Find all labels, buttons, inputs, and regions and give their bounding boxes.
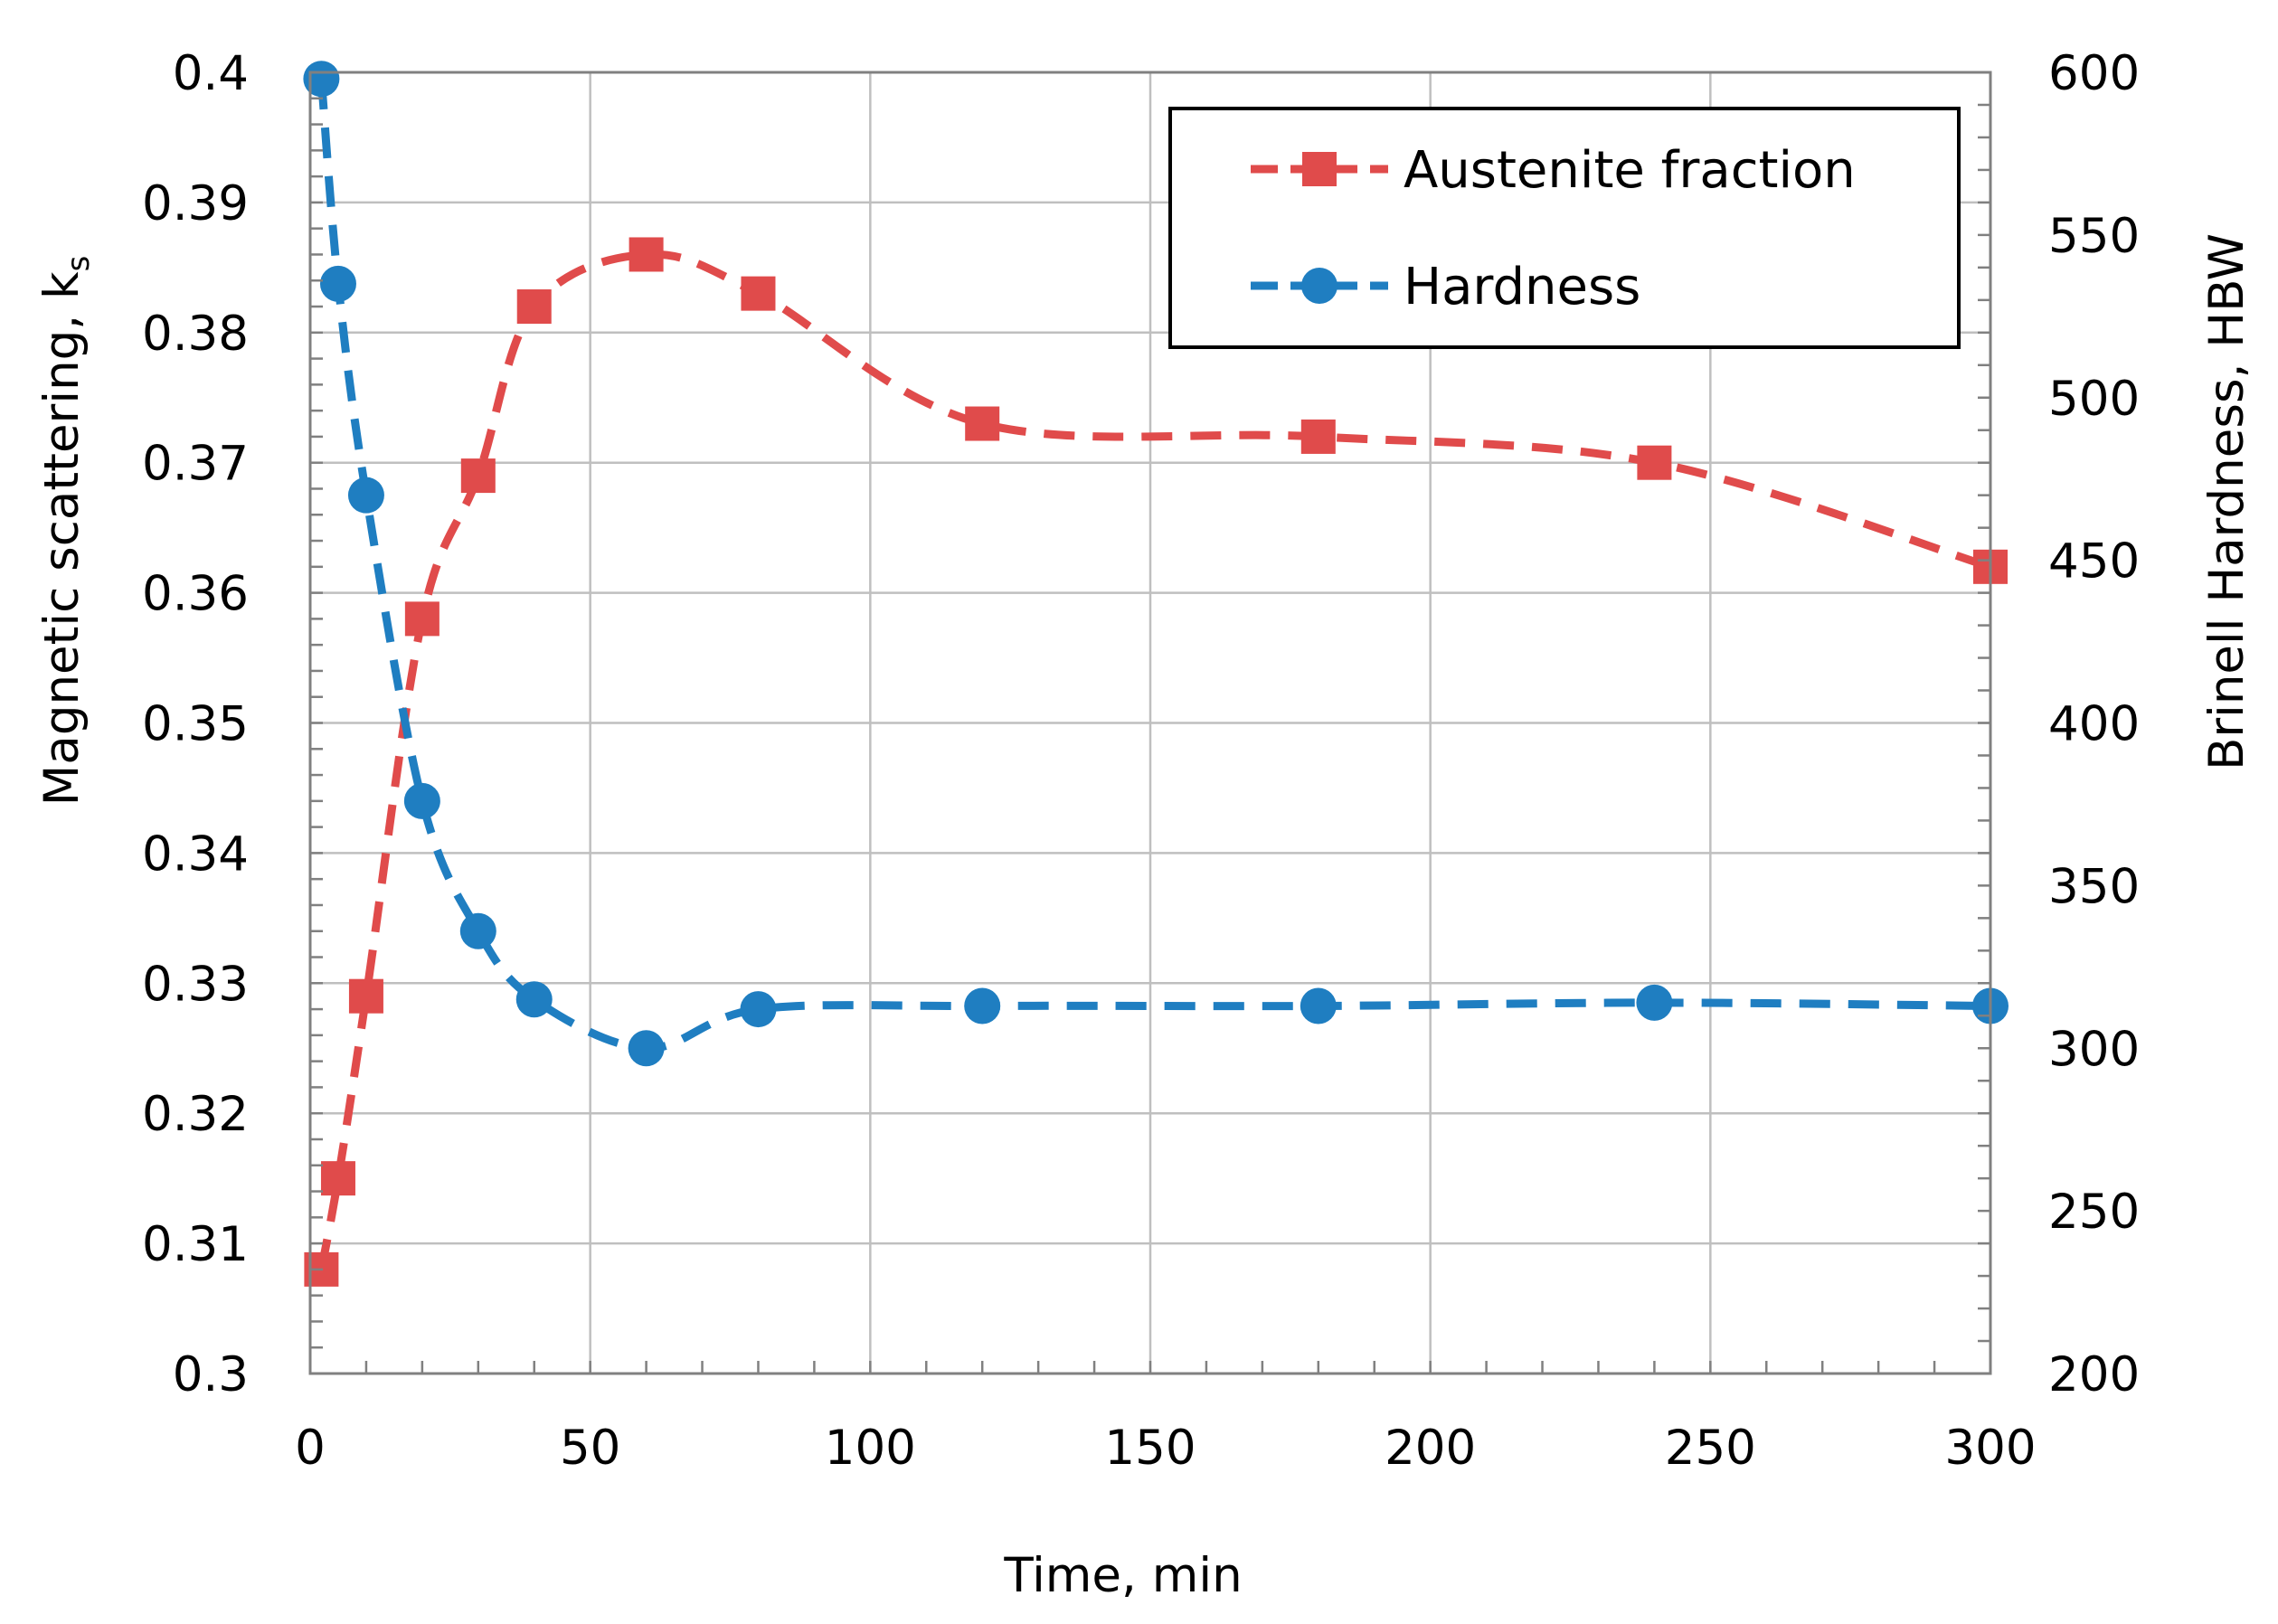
data-point-hardness: [303, 61, 340, 98]
series-line-austenite-fraction: [317, 250, 1992, 1270]
x-axis-title: Time, min: [1003, 1548, 1242, 1603]
y2-tick-label: 250: [2048, 1185, 2140, 1240]
x-tick-label: 0: [295, 1421, 326, 1476]
data-point-austenite-fraction: [1637, 445, 1672, 480]
data-point-austenite-fraction: [320, 1161, 355, 1196]
legend-marker-hardness: [1301, 268, 1337, 304]
legend-label-austenite: Austenite fraction: [1404, 141, 1856, 200]
legend-label-hardness: Hardness: [1404, 258, 1640, 316]
y-tick-label: 0.3: [173, 1347, 249, 1402]
data-point-hardness: [964, 987, 1001, 1024]
y-tick-label: 0.37: [142, 437, 249, 492]
data-point-austenite-fraction: [348, 978, 383, 1014]
data-point-austenite-fraction: [404, 601, 440, 637]
x-tick-label: 50: [560, 1421, 620, 1476]
data-point-hardness: [1636, 984, 1673, 1021]
y-axis-title-text: Magnetic scattering, k: [34, 271, 90, 806]
x-tick-label: 100: [825, 1421, 916, 1476]
y2-tick-label: 600: [2048, 46, 2140, 101]
data-point-austenite-fraction: [741, 276, 776, 311]
y2-tick-label: 400: [2048, 697, 2140, 752]
data-point-austenite-fraction: [1300, 419, 1336, 454]
y-tick-label: 0.32: [142, 1087, 249, 1142]
x-tick-label: 250: [1665, 1421, 1756, 1476]
y2-tick-label: 500: [2048, 372, 2140, 427]
y2-tick-label: 450: [2048, 534, 2140, 590]
y2-tick-label: 300: [2048, 1022, 2140, 1077]
data-point-austenite-fraction: [460, 458, 496, 494]
y-tick-label: 0.36: [142, 567, 249, 622]
data-point-austenite-fraction: [516, 289, 552, 325]
y-axis-title-subscript: s: [61, 256, 97, 272]
data-point-hardness: [319, 265, 356, 302]
data-point-hardness: [1300, 987, 1337, 1024]
data-point-hardness: [347, 477, 384, 514]
y-tick-label: 0.39: [142, 176, 249, 231]
y-tick-label: 0.38: [142, 307, 249, 362]
y2-tick-label: 350: [2048, 859, 2140, 914]
legend-box: [1168, 107, 1961, 349]
y2-tick-label: 200: [2048, 1347, 2140, 1402]
axis-ticks: [308, 71, 1992, 1375]
x-tick-label: 200: [1385, 1421, 1476, 1476]
legend: Austenite fraction Hardness: [1168, 107, 1961, 349]
y-tick-label: 0.33: [142, 957, 249, 1012]
data-point-austenite-fraction: [629, 237, 664, 272]
data-point-hardness: [515, 981, 553, 1018]
y-axis-title: Magnetic scattering, ks: [34, 256, 97, 807]
data-point-austenite-fraction: [965, 406, 1000, 441]
y-tick-label: 0.4: [173, 46, 249, 101]
tick-labels: 0 50 100 150 200 250 300 0.3 0.31 0.32 0.33 0.34 0.3…: [142, 46, 2140, 1476]
data-point-hardness: [403, 782, 440, 819]
x-tick-label: 300: [1944, 1421, 2036, 1476]
x-tick-label: 150: [1104, 1421, 1196, 1476]
legend-marker-austenite: [1302, 152, 1337, 186]
data-point-hardness: [459, 912, 496, 949]
data-point-hardness: [740, 991, 777, 1028]
y-tick-label: 0.34: [142, 826, 249, 882]
y2-axis-title: Brinell Hardness, HBW: [2199, 233, 2254, 770]
y-tick-label: 0.31: [142, 1217, 249, 1272]
y-tick-label: 0.35: [142, 697, 249, 752]
data-point-hardness: [628, 1030, 665, 1067]
y2-tick-label: 550: [2048, 209, 2140, 264]
